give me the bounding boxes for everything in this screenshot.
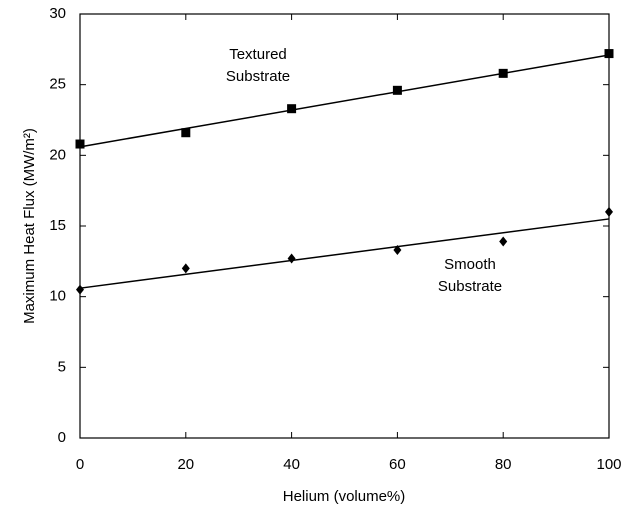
marker <box>181 263 190 274</box>
marker <box>181 128 191 138</box>
marker <box>287 104 297 114</box>
x-tick-label: 0 <box>76 456 84 473</box>
marker <box>76 284 84 295</box>
y-tick-label: 25 <box>49 76 66 93</box>
x-tick-label: 20 <box>177 456 194 473</box>
y-tick-label: 0 <box>58 429 66 446</box>
annotation: Substrate <box>438 278 502 295</box>
marker <box>393 245 402 256</box>
trend-line <box>79 218 610 289</box>
trend-line <box>79 54 610 148</box>
marker <box>605 206 613 217</box>
x-axis-title: Helium (volume%) <box>283 488 406 505</box>
marker <box>75 139 85 149</box>
x-tick-label: 100 <box>596 456 621 473</box>
marker <box>498 68 508 78</box>
y-tick-label: 5 <box>58 358 66 375</box>
y-tick-label: 30 <box>49 5 66 22</box>
x-tick-label: 80 <box>495 456 512 473</box>
x-tick-label: 40 <box>283 456 300 473</box>
y-tick-label: 10 <box>49 288 66 305</box>
marker <box>604 49 614 59</box>
annotation: Textured <box>229 46 287 63</box>
annotation: Smooth <box>444 256 496 273</box>
marker <box>287 253 296 264</box>
x-tick-label: 60 <box>389 456 406 473</box>
y-axis-title: Maximum Heat Flux (MW/m²) <box>21 128 38 324</box>
y-tick-label: 20 <box>49 146 66 163</box>
marker <box>392 85 402 95</box>
marker <box>499 236 508 247</box>
y-tick-label: 15 <box>49 217 66 234</box>
plot-frame <box>79 13 610 439</box>
annotation: Substrate <box>226 68 290 85</box>
